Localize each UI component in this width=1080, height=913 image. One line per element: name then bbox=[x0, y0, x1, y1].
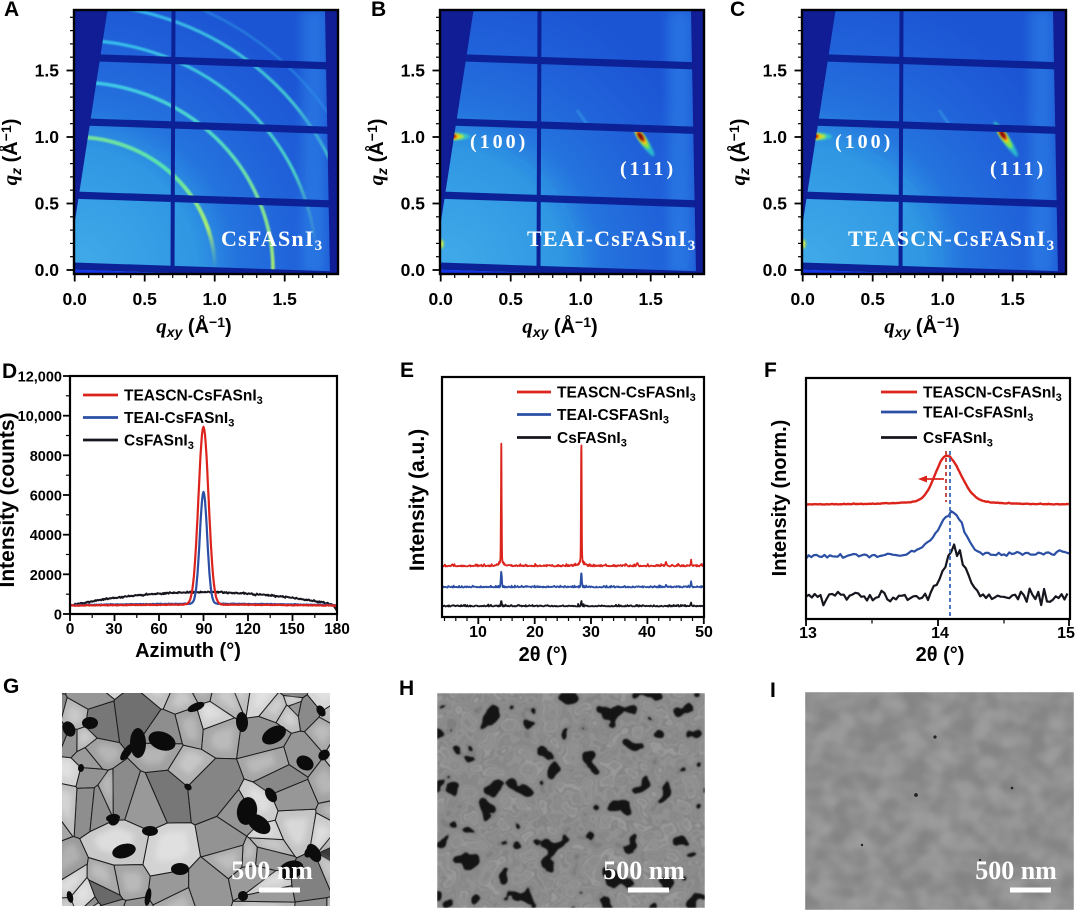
svg-text:0.5: 0.5 bbox=[861, 289, 886, 309]
svg-text:0.5: 0.5 bbox=[133, 289, 158, 309]
svg-text:60: 60 bbox=[150, 621, 167, 638]
svg-text:0.0: 0.0 bbox=[401, 260, 426, 280]
svg-text:14: 14 bbox=[931, 625, 949, 642]
svg-text:H: H bbox=[399, 677, 414, 700]
svg-text:2θ (°): 2θ (°) bbox=[916, 644, 965, 666]
svg-text:Intensity (norm.): Intensity (norm.) bbox=[769, 420, 791, 577]
svg-text:E: E bbox=[400, 359, 414, 382]
svg-text:120: 120 bbox=[235, 621, 261, 638]
svg-text:0.5: 0.5 bbox=[35, 194, 60, 214]
svg-text:1.0: 1.0 bbox=[401, 127, 426, 147]
svg-text:13: 13 bbox=[799, 625, 817, 642]
svg-text:0.0: 0.0 bbox=[763, 260, 788, 280]
svg-text:0.0: 0.0 bbox=[429, 289, 454, 309]
svg-text:F: F bbox=[764, 359, 777, 382]
svg-text:(111): (111) bbox=[990, 158, 1046, 180]
svg-text:Intensity (a.u.): Intensity (a.u.) bbox=[406, 429, 429, 571]
svg-text:Intensity (counts): Intensity (counts) bbox=[0, 412, 19, 587]
svg-text:500 nm: 500 nm bbox=[603, 856, 685, 885]
svg-text:qz (Å−1): qz (Å−1) bbox=[0, 119, 24, 186]
svg-text:500 nm: 500 nm bbox=[231, 856, 313, 885]
svg-text:0.5: 0.5 bbox=[499, 289, 524, 309]
svg-text:0: 0 bbox=[66, 621, 75, 638]
svg-text:1.5: 1.5 bbox=[1001, 289, 1026, 309]
svg-text:1.0: 1.0 bbox=[203, 289, 228, 309]
svg-text:50: 50 bbox=[695, 624, 713, 641]
svg-text:30: 30 bbox=[105, 621, 122, 638]
svg-text:1.5: 1.5 bbox=[35, 61, 60, 81]
svg-text:TEASCN-CsFASnI3: TEASCN-CsFASnI3 bbox=[124, 388, 263, 408]
svg-text:(100): (100) bbox=[835, 131, 893, 153]
svg-text:500 nm: 500 nm bbox=[975, 856, 1057, 885]
svg-text:1.5: 1.5 bbox=[273, 289, 298, 309]
svg-text:(100): (100) bbox=[470, 131, 528, 153]
svg-text:40: 40 bbox=[638, 624, 656, 641]
svg-text:90: 90 bbox=[195, 621, 212, 638]
svg-text:CsFASnI3: CsFASnI3 bbox=[221, 226, 323, 254]
svg-text:CsFASnI3: CsFASnI3 bbox=[124, 433, 194, 453]
svg-text:1.5: 1.5 bbox=[639, 289, 664, 309]
svg-text:1.0: 1.0 bbox=[35, 127, 60, 147]
svg-text:180: 180 bbox=[324, 621, 350, 638]
svg-text:20: 20 bbox=[526, 624, 544, 641]
svg-text:0.0: 0.0 bbox=[35, 260, 60, 280]
svg-text:15: 15 bbox=[1057, 625, 1075, 642]
svg-text:CsFASnI3: CsFASnI3 bbox=[557, 430, 627, 450]
svg-text:1.5: 1.5 bbox=[763, 61, 788, 81]
svg-text:1.5: 1.5 bbox=[401, 61, 426, 81]
svg-text:150: 150 bbox=[279, 621, 305, 638]
svg-text:TEAI-CsFASnI3: TEAI-CsFASnI3 bbox=[124, 410, 234, 430]
svg-text:qz (Å−1): qz (Å−1) bbox=[364, 119, 390, 186]
svg-text:10,000: 10,000 bbox=[18, 409, 62, 425]
svg-text:0: 0 bbox=[54, 608, 62, 624]
svg-text:TEAI-CsFASnI3: TEAI-CsFASnI3 bbox=[923, 405, 1033, 425]
svg-text:qxy (Å−1): qxy (Å−1) bbox=[156, 314, 231, 340]
svg-text:1.0: 1.0 bbox=[569, 289, 594, 309]
svg-text:B: B bbox=[371, 0, 386, 21]
svg-text:TEASCN-CsFASnI3: TEASCN-CsFASnI3 bbox=[848, 226, 1055, 254]
svg-text:2θ (°): 2θ (°) bbox=[519, 644, 568, 666]
svg-text:1.0: 1.0 bbox=[763, 127, 788, 147]
svg-text:12,000: 12,000 bbox=[18, 370, 62, 386]
svg-text:qxy (Å−1): qxy (Å−1) bbox=[522, 314, 597, 340]
svg-text:4000: 4000 bbox=[30, 528, 62, 544]
svg-text:A: A bbox=[4, 0, 19, 21]
svg-text:C: C bbox=[730, 0, 745, 21]
svg-text:TEASCN-CsFASnI3: TEASCN-CsFASnI3 bbox=[557, 385, 696, 405]
svg-text:6000: 6000 bbox=[30, 489, 62, 505]
svg-text:0.5: 0.5 bbox=[763, 194, 788, 214]
svg-text:(111): (111) bbox=[620, 158, 676, 180]
svg-text:0.0: 0.0 bbox=[791, 289, 816, 309]
svg-text:TEAI-CSFASnI3: TEAI-CSFASnI3 bbox=[557, 407, 669, 427]
svg-text:0.5: 0.5 bbox=[401, 194, 426, 214]
svg-text:1.0: 1.0 bbox=[931, 289, 956, 309]
svg-text:TEASCN-CsFASnI3: TEASCN-CsFASnI3 bbox=[923, 385, 1062, 405]
svg-text:I: I bbox=[770, 679, 776, 702]
svg-text:2000: 2000 bbox=[30, 568, 62, 584]
svg-text:CsFASnI3: CsFASnI3 bbox=[923, 430, 993, 450]
svg-text:G: G bbox=[3, 675, 19, 698]
svg-text:10: 10 bbox=[469, 624, 487, 641]
svg-text:30: 30 bbox=[582, 624, 600, 641]
svg-text:qxy (Å−1): qxy (Å−1) bbox=[884, 314, 959, 340]
svg-text:0.0: 0.0 bbox=[63, 289, 88, 309]
svg-text:8000: 8000 bbox=[30, 449, 62, 465]
svg-text:Azimuth (°): Azimuth (°) bbox=[135, 640, 241, 662]
svg-text:TEAI-CsFASnI3: TEAI-CsFASnI3 bbox=[527, 226, 696, 254]
svg-text:qz (Å−1): qz (Å−1) bbox=[726, 119, 752, 186]
svg-text:D: D bbox=[2, 360, 17, 383]
